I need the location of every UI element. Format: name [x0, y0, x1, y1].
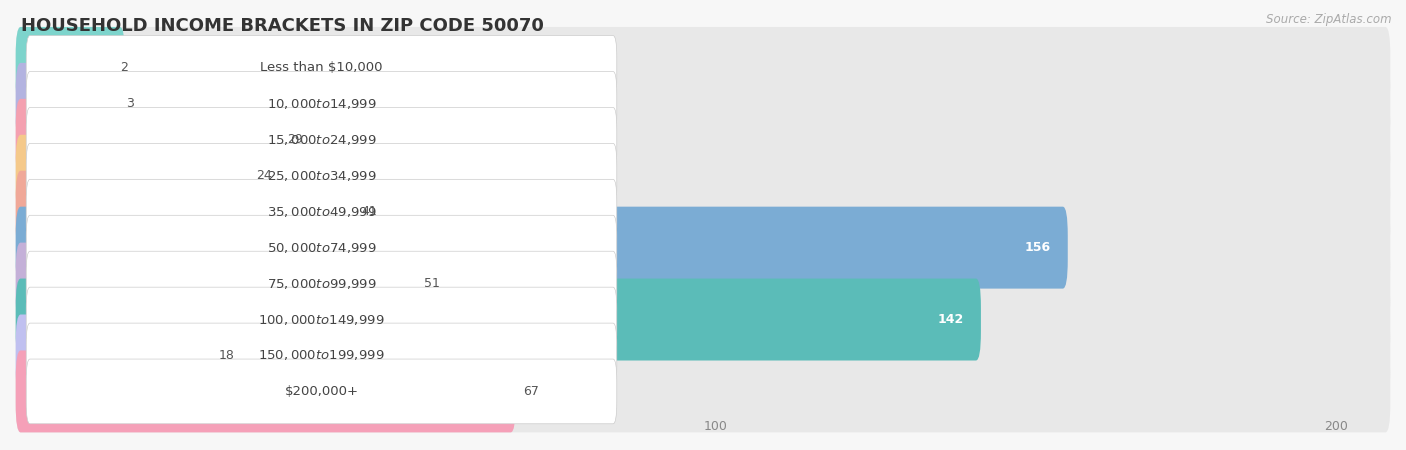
- Text: 51: 51: [423, 277, 440, 290]
- FancyBboxPatch shape: [15, 207, 1067, 288]
- Text: $50,000 to $74,999: $50,000 to $74,999: [267, 241, 377, 255]
- FancyBboxPatch shape: [27, 72, 617, 136]
- Text: 142: 142: [938, 313, 963, 326]
- FancyBboxPatch shape: [15, 135, 1391, 217]
- Text: 29: 29: [287, 133, 304, 146]
- FancyBboxPatch shape: [27, 36, 617, 100]
- Text: 67: 67: [523, 385, 538, 398]
- FancyBboxPatch shape: [27, 287, 617, 352]
- FancyBboxPatch shape: [15, 135, 249, 217]
- FancyBboxPatch shape: [27, 144, 617, 208]
- FancyBboxPatch shape: [15, 243, 416, 324]
- FancyBboxPatch shape: [15, 207, 1391, 288]
- FancyBboxPatch shape: [15, 171, 1391, 252]
- FancyBboxPatch shape: [15, 63, 125, 145]
- FancyBboxPatch shape: [15, 279, 981, 360]
- FancyBboxPatch shape: [15, 351, 516, 432]
- Text: HOUSEHOLD INCOME BRACKETS IN ZIP CODE 50070: HOUSEHOLD INCOME BRACKETS IN ZIP CODE 50…: [21, 17, 544, 35]
- FancyBboxPatch shape: [27, 180, 617, 244]
- FancyBboxPatch shape: [15, 171, 354, 252]
- Text: Less than $10,000: Less than $10,000: [260, 61, 382, 74]
- Text: $150,000 to $199,999: $150,000 to $199,999: [259, 348, 385, 362]
- Text: $200,000+: $200,000+: [284, 385, 359, 398]
- Text: $25,000 to $34,999: $25,000 to $34,999: [267, 169, 377, 183]
- FancyBboxPatch shape: [27, 359, 617, 424]
- Text: 24: 24: [256, 169, 273, 182]
- FancyBboxPatch shape: [27, 215, 617, 280]
- FancyBboxPatch shape: [15, 99, 280, 181]
- FancyBboxPatch shape: [15, 63, 1391, 145]
- FancyBboxPatch shape: [15, 27, 125, 109]
- Text: 18: 18: [219, 349, 235, 362]
- FancyBboxPatch shape: [15, 315, 1391, 396]
- Text: $75,000 to $99,999: $75,000 to $99,999: [267, 277, 377, 291]
- Text: $10,000 to $14,999: $10,000 to $14,999: [267, 97, 377, 111]
- Text: 156: 156: [1024, 241, 1050, 254]
- Text: $15,000 to $24,999: $15,000 to $24,999: [267, 133, 377, 147]
- Text: Source: ZipAtlas.com: Source: ZipAtlas.com: [1267, 14, 1392, 27]
- FancyBboxPatch shape: [15, 243, 1391, 324]
- FancyBboxPatch shape: [15, 99, 1391, 181]
- FancyBboxPatch shape: [15, 351, 1391, 432]
- Text: $35,000 to $49,999: $35,000 to $49,999: [267, 205, 377, 219]
- FancyBboxPatch shape: [15, 27, 1391, 109]
- Text: 41: 41: [361, 205, 378, 218]
- FancyBboxPatch shape: [15, 279, 1391, 360]
- Text: 3: 3: [127, 97, 134, 110]
- FancyBboxPatch shape: [15, 315, 212, 396]
- Text: 2: 2: [120, 61, 128, 74]
- Text: $100,000 to $149,999: $100,000 to $149,999: [259, 313, 385, 327]
- FancyBboxPatch shape: [27, 251, 617, 316]
- FancyBboxPatch shape: [27, 323, 617, 388]
- FancyBboxPatch shape: [27, 108, 617, 172]
